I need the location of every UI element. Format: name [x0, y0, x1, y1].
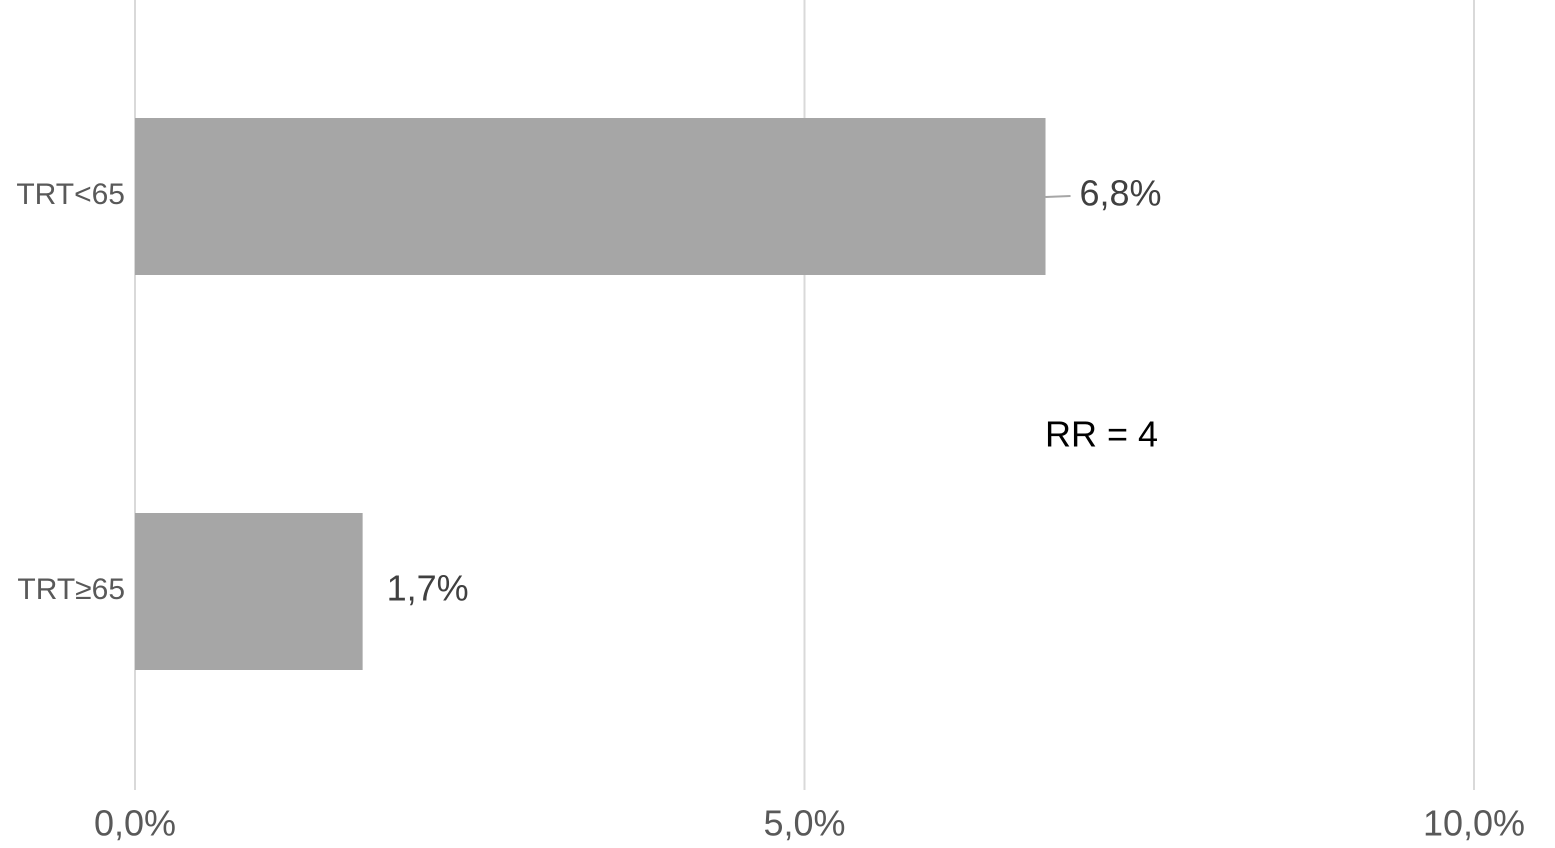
leader-line	[1045, 195, 1071, 198]
x-tick-label: 5,0%	[763, 803, 845, 844]
y-tick-label: TRT<65	[16, 178, 125, 211]
x-tick-label: 10,0%	[1423, 803, 1525, 844]
x-tick-label: 0,0%	[94, 803, 176, 844]
bar	[135, 513, 363, 670]
annotation: RR = 4	[1045, 414, 1158, 455]
y-tick-label: TRT≥65	[17, 573, 125, 606]
bar	[135, 118, 1046, 275]
data-label: 1,7%	[387, 568, 469, 609]
data-label: 6,8%	[1080, 173, 1162, 214]
